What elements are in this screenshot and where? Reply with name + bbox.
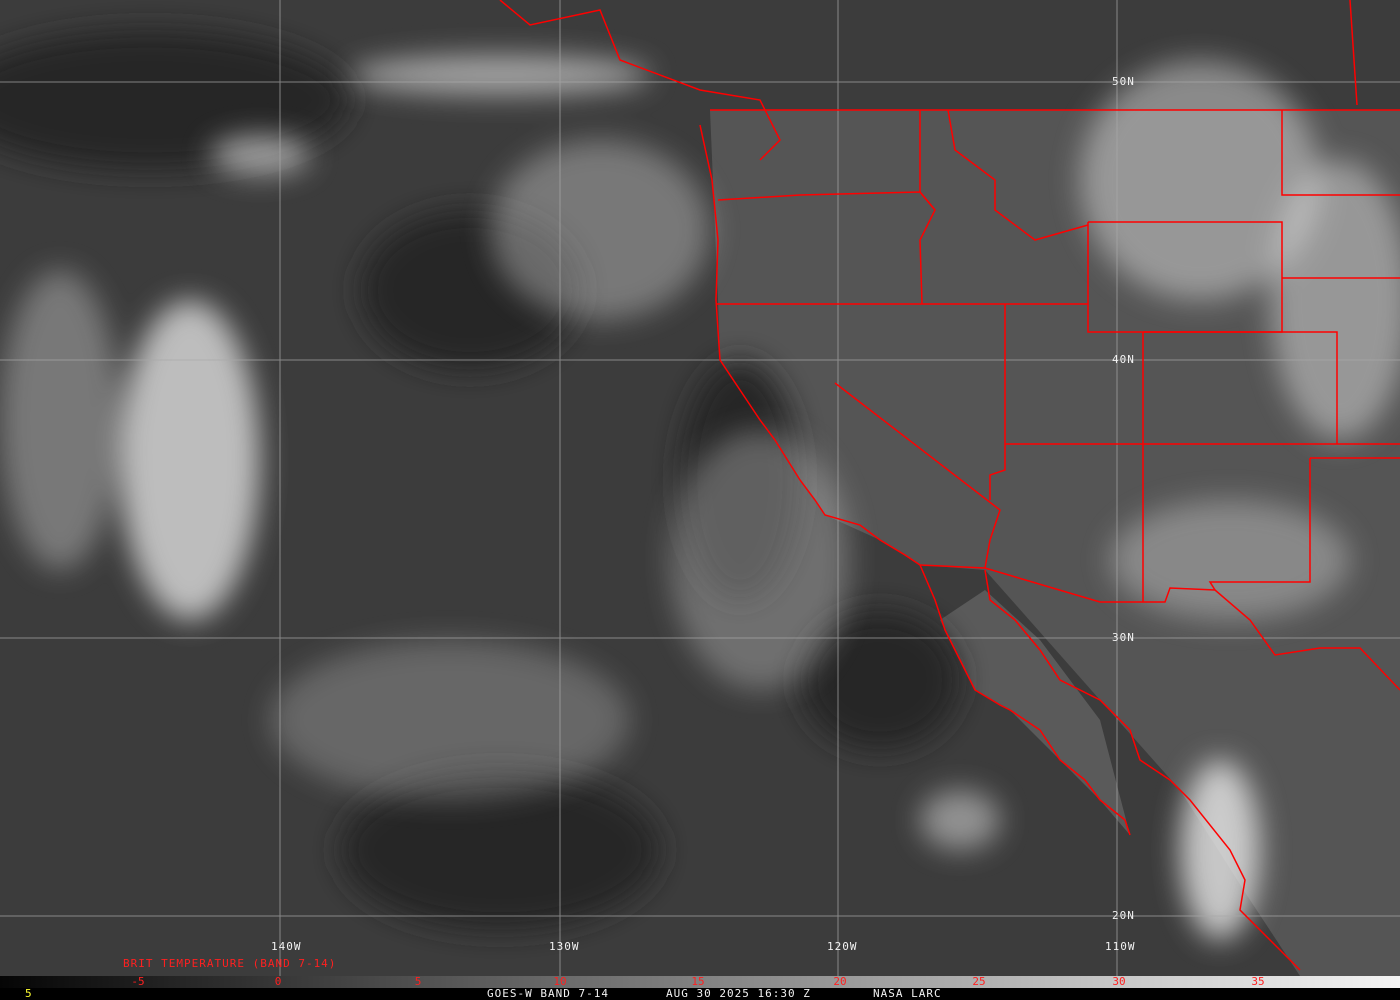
color-bar xyxy=(0,976,1400,988)
legend-title: BRIT TEMPERATURE (BAND 7-14) xyxy=(123,957,337,970)
colorbar-tick: 0 xyxy=(274,975,282,988)
nm-tx xyxy=(1208,458,1311,591)
footer-left-value: 5 xyxy=(25,987,33,1000)
clouds xyxy=(0,55,1400,940)
mainland-mexico-coast xyxy=(984,569,1301,971)
colorbar-tick: 30 xyxy=(1112,975,1126,988)
lon-label-110w: 110W xyxy=(1105,940,1136,953)
nd-canada xyxy=(1349,0,1358,106)
co-ks xyxy=(1143,331,1338,444)
west-coastline xyxy=(699,124,1131,836)
map-canvas xyxy=(0,0,1400,976)
footer-source: NASA LARC xyxy=(873,987,942,1000)
colorbar-tick: 25 xyxy=(972,975,986,988)
ca-nv-border xyxy=(834,382,1001,569)
colorbar-tick: 5 xyxy=(414,975,422,988)
nv-ut-border xyxy=(989,304,1006,500)
lon-label-120w: 120W xyxy=(827,940,858,953)
lon-label-140w: 140W xyxy=(271,940,302,953)
lat-label-30n: 30N xyxy=(1112,631,1135,644)
land-shading xyxy=(710,110,1400,976)
lat-label-20n: 20N xyxy=(1112,909,1135,922)
footer-product: GOES-W BAND 7-14 xyxy=(487,987,609,1000)
colorbar-tick: 10 xyxy=(553,975,567,988)
political-borders xyxy=(499,0,1400,971)
lat-label-40n: 40N xyxy=(1112,353,1135,366)
canada-coast xyxy=(499,0,781,161)
footer-datetime: AUG 30 2025 16:30 Z xyxy=(666,987,811,1000)
id-west-border xyxy=(919,110,936,305)
colorbar-tick: 35 xyxy=(1251,975,1265,988)
lat-lon-grid xyxy=(0,0,1400,976)
colorbar-tick: 20 xyxy=(833,975,847,988)
colorbar-tick: 15 xyxy=(691,975,705,988)
mt-east xyxy=(1281,110,1400,196)
footer-bar xyxy=(0,988,1400,1000)
id-mt-border xyxy=(947,109,1089,241)
lon-label-130w: 130W xyxy=(549,940,580,953)
lat-label-50n: 50N xyxy=(1112,75,1135,88)
colorbar-tick: -5 xyxy=(131,975,145,988)
